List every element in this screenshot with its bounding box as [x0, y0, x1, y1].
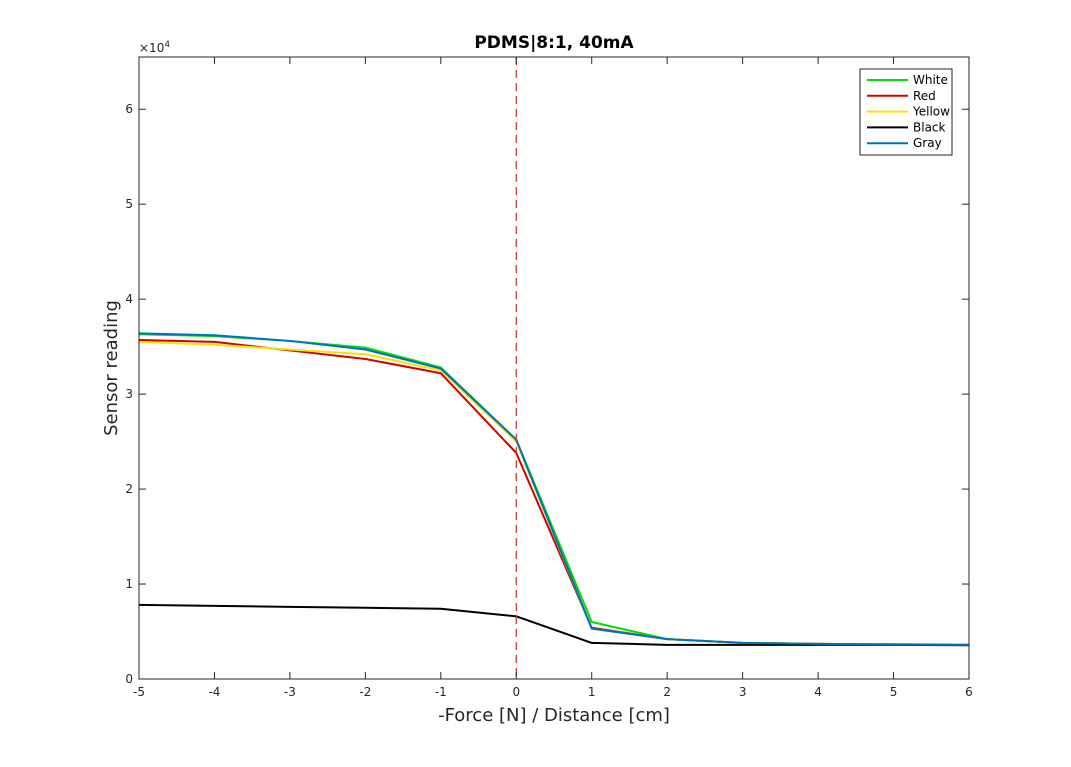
- x-tick-label: 5: [890, 685, 898, 699]
- legend-label-gray: Gray: [913, 136, 942, 150]
- axes-box: [138, 56, 970, 680]
- y-tick-label: 3: [125, 387, 133, 401]
- x-tick-label: 1: [588, 685, 596, 699]
- y-tick-label: 6: [125, 102, 133, 116]
- x-tick-label: -3: [284, 685, 296, 699]
- x-tick-label: -1: [435, 685, 447, 699]
- x-tick-label: -4: [208, 685, 220, 699]
- x-tick-label: 4: [814, 685, 822, 699]
- x-tick-label: 0: [512, 685, 520, 699]
- x-tick-label: 3: [739, 685, 747, 699]
- x-tick-label: 2: [663, 685, 671, 699]
- y-axis-exponent: ×104: [139, 40, 170, 55]
- x-axis-label: -Force [N] / Distance [cm]: [438, 705, 670, 726]
- y-tick-label: 5: [125, 197, 133, 211]
- series-layer: [138, 332, 970, 647]
- plot-area: [139, 57, 969, 679]
- x-tick-label: -5: [133, 685, 145, 699]
- y-tick-label: 1: [125, 577, 133, 591]
- y-tick-label: 4: [125, 292, 133, 306]
- y-axis-exponent-power: 4: [164, 40, 170, 50]
- legend-label-white: White: [913, 73, 948, 87]
- legend-label-black: Black: [913, 120, 946, 134]
- y-axis-exponent-base: ×10: [139, 41, 164, 55]
- x-tick-label: -2: [359, 685, 371, 699]
- legend-label-red: Red: [913, 89, 936, 103]
- ticks-layer: -5 -4 -3 -2 -1 0 1 2 3 4 5 6 0 1 2 3 4 5 6: [125, 57, 973, 699]
- y-axis-label: Sensor reading: [101, 300, 122, 436]
- legend-label-yellow: Yellow: [912, 105, 950, 119]
- x-tick-label: 6: [965, 685, 973, 699]
- series-line-gray: [138, 332, 970, 646]
- y-tick-label: 0: [125, 672, 133, 686]
- chart-title: PDMS|8:1, 40mA: [474, 33, 634, 53]
- y-tick-label: 2: [125, 482, 133, 496]
